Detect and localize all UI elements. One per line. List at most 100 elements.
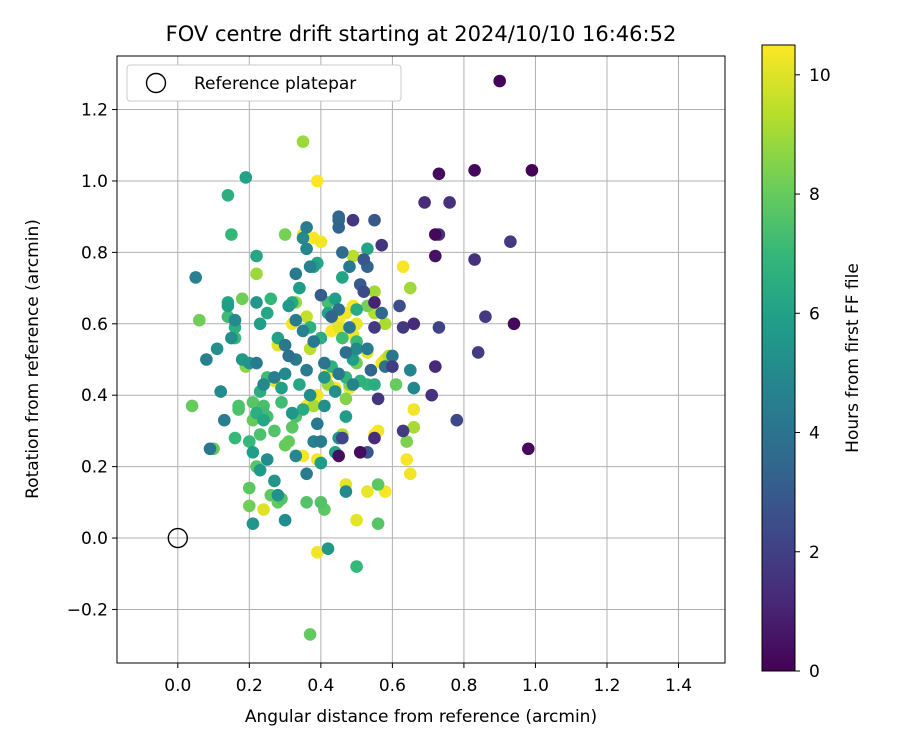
data-point: [250, 267, 263, 281]
colorbar-tick-label: 2: [809, 543, 820, 563]
y-tick-label: 1.2: [81, 101, 108, 121]
data-point: [225, 331, 238, 345]
data-point: [493, 74, 507, 88]
data-point: [386, 360, 399, 373]
data-point: [300, 242, 313, 256]
data-point: [214, 385, 227, 398]
colorbar-tick-label: 4: [809, 424, 820, 444]
data-point: [361, 485, 374, 498]
data-point: [429, 249, 442, 263]
data-point: [468, 253, 481, 266]
x-tick-label: 0.8: [450, 676, 477, 696]
data-point: [296, 324, 310, 338]
data-point: [300, 310, 313, 324]
data-point: [218, 413, 231, 427]
chart-title: FOV centre drift starting at 2024/10/10 …: [166, 22, 677, 46]
x-tick-label: 1.2: [593, 676, 620, 696]
x-tick-label: 1.4: [665, 676, 692, 696]
y-axis-ticks: −0.2 0.0 0.2 0.4 0.6 0.8 1.0 1.2: [67, 101, 117, 620]
data-point: [404, 363, 417, 377]
data-point: [404, 281, 417, 295]
legend-box: [126, 64, 402, 102]
colorbar: [761, 44, 796, 672]
data-point: [303, 628, 317, 641]
data-point: [386, 349, 399, 363]
data-point: [525, 164, 539, 177]
data-point: [257, 413, 270, 427]
data-point: [468, 164, 481, 177]
data-point: [246, 396, 260, 409]
data-point: [314, 288, 328, 302]
data-point: [275, 381, 288, 395]
data-point: [311, 546, 324, 559]
data-point: [479, 310, 492, 324]
data-point: [225, 228, 238, 241]
data-point: [268, 424, 281, 438]
data-point: [228, 431, 242, 445]
y-tick-label: −0.2: [67, 600, 108, 620]
data-point: [346, 213, 360, 227]
data-point: [289, 449, 303, 463]
data-point: [253, 428, 267, 441]
data-point: [336, 246, 349, 259]
data-point: [507, 317, 521, 331]
x-tick-label: 1.0: [522, 676, 549, 696]
data-point: [396, 260, 410, 274]
data-point: [321, 542, 335, 555]
data-point: [371, 478, 385, 491]
data-point: [407, 403, 421, 416]
data-point: [400, 435, 414, 448]
data-point: [200, 353, 213, 366]
data-point: [278, 367, 292, 381]
data-point: [221, 189, 235, 202]
data-point: [332, 210, 346, 223]
data-point: [253, 317, 267, 331]
data-point: [504, 235, 517, 248]
data-point: [432, 167, 446, 181]
data-point: [339, 410, 353, 423]
data-point: [293, 378, 306, 391]
data-point: [375, 306, 389, 320]
data-point: [343, 260, 356, 274]
data-point: [318, 356, 331, 370]
x-tick-label: 0.6: [379, 676, 406, 696]
data-point: [368, 321, 381, 334]
data-points: [185, 74, 539, 641]
data-point: [371, 517, 385, 530]
data-point: [357, 253, 371, 266]
y-tick-label: 0.8: [81, 243, 108, 263]
data-point: [314, 435, 328, 448]
data-point: [193, 313, 206, 327]
data-point: [307, 335, 321, 348]
legend-marker: [145, 72, 167, 94]
data-point: [243, 435, 256, 448]
data-point: [339, 485, 353, 498]
legend-label: Reference platepar: [194, 74, 356, 94]
y-tick-label: 0.4: [81, 386, 108, 406]
data-point: [375, 238, 389, 252]
y-tick-label: 0.0: [81, 529, 108, 549]
data-point: [257, 503, 270, 516]
data-point: [235, 292, 249, 306]
data-point: [425, 388, 439, 402]
data-point: [368, 213, 381, 227]
colorbar-ticks: 0 2 4 6 8 10: [795, 66, 831, 682]
data-point: [275, 396, 288, 409]
data-point: [407, 317, 421, 331]
data-point: [522, 442, 535, 456]
data-point: [303, 260, 317, 274]
x-axis-label: Angular distance from reference (arcmin): [245, 707, 597, 727]
data-point: [343, 321, 356, 334]
data-point: [378, 317, 392, 331]
data-point: [404, 467, 417, 481]
data-point: [239, 171, 253, 184]
data-point: [314, 235, 328, 248]
data-point: [350, 513, 363, 527]
data-point: [368, 378, 381, 391]
data-point: [285, 406, 299, 420]
data-point: [450, 413, 464, 427]
data-point: [314, 456, 328, 470]
data-point: [246, 517, 260, 530]
data-point: [271, 488, 285, 502]
data-point: [318, 371, 331, 384]
